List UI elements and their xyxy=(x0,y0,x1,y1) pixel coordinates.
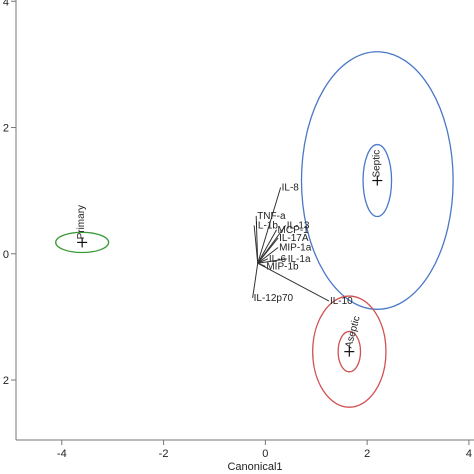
ray-il-1b xyxy=(253,225,259,264)
ray-label-il-10: IL-10 xyxy=(330,296,353,307)
x-tick-label: 0 xyxy=(262,448,268,460)
aseptic-ellipse-2 xyxy=(312,295,387,408)
ray-il-12p70 xyxy=(252,263,259,299)
ray-label-tnf-a: TNF-a xyxy=(257,211,286,222)
aseptic-ellipse-1 xyxy=(337,330,362,373)
ray-label-il-6: IL-6 xyxy=(269,254,287,265)
ray-il-17a xyxy=(257,237,279,264)
x-axis-title: Canonical1 xyxy=(227,461,282,473)
ray-label-il-13: IL-13 xyxy=(287,220,310,231)
septic-group-label: Septic xyxy=(371,150,382,178)
biplot-rays-layer: IL-8 TNF-aIL-1b IL-13MCP-1IL-17AMIP-1aIL-6… xyxy=(252,182,353,307)
ray-label-mip-1a: MIP-1a xyxy=(279,242,312,253)
ray-label-il-1a: IL-1a xyxy=(288,254,311,265)
septic-ellipse-1 xyxy=(362,143,393,218)
ray-label-il-17a: IL-17A xyxy=(279,233,309,244)
ray-label-il-12p70: IL-12p70 xyxy=(254,293,294,304)
ellipses-layer xyxy=(55,51,454,408)
ray-mcp-1 xyxy=(257,229,277,264)
x-tick-label: -2 xyxy=(159,448,169,460)
x-tick-label: 2 xyxy=(364,448,370,460)
y-tick-label: 4 xyxy=(3,0,9,8)
ray-il-8 xyxy=(257,187,282,264)
ray-label-mcp-1: MCP-1 xyxy=(278,225,310,236)
y-tick-label: 0 xyxy=(3,249,9,261)
y-tick-label: 2 xyxy=(3,375,9,387)
x-tick-label: 4 xyxy=(466,448,472,460)
x-tick-label: -4 xyxy=(57,448,67,460)
primary-group-label: Primary xyxy=(76,205,87,239)
septic-ellipse-2 xyxy=(300,51,454,310)
ray-il-10 xyxy=(257,262,330,302)
y-tick-label: 2 xyxy=(3,123,9,135)
axes: -4 -2 0 2 4 4 2 0 2 xyxy=(3,0,474,460)
ray-label-il-1b: IL-1b xyxy=(255,220,278,231)
ray-label-mip-1b: MIP-1b xyxy=(266,261,299,272)
ray-label-il-8: IL-8 xyxy=(282,182,300,193)
ray-il-1a xyxy=(257,258,287,264)
primary-ellipse-1 xyxy=(55,231,110,254)
ray-mip-1a xyxy=(257,247,279,264)
